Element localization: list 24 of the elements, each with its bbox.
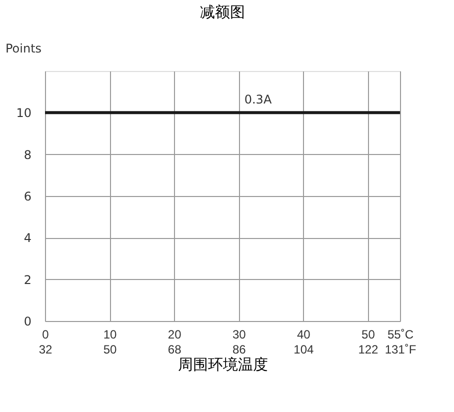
x-tick-label: 30 [232,328,246,342]
x-tick-label: 0 [42,328,50,342]
x2-tick-label: 68 [168,342,182,356]
x-tick-label: 50 [362,328,376,342]
x-axis-title: 周围环境温度 [178,356,268,374]
x2-tick-label: 32 [38,342,52,356]
x2-tick-label: 131˚F [384,342,416,356]
x-tick-label: 20 [168,328,182,342]
y-tick-label: 4 [24,231,32,246]
y-axis-title: Points [6,42,42,56]
y-tick-label: 10 [16,106,32,120]
y-tick-label: 8 [24,148,32,162]
x-tick-label: 10 [103,328,118,342]
x2-tick-label: 104 [294,342,314,356]
chart-title: 减额图 [200,3,245,21]
y-tick-label: 6 [24,190,32,204]
y-tick-label: 2 [24,272,32,287]
x2-tick-label: 122 [358,342,379,356]
x-tick-label: 40 [297,328,311,342]
y-tick-label: 0 [24,314,32,328]
x2-tick-label: 86 [232,342,246,356]
series-label: 0.3A [244,92,272,107]
x-tick-label: 55˚C [387,328,414,342]
x2-tick-label: 50 [103,342,118,356]
